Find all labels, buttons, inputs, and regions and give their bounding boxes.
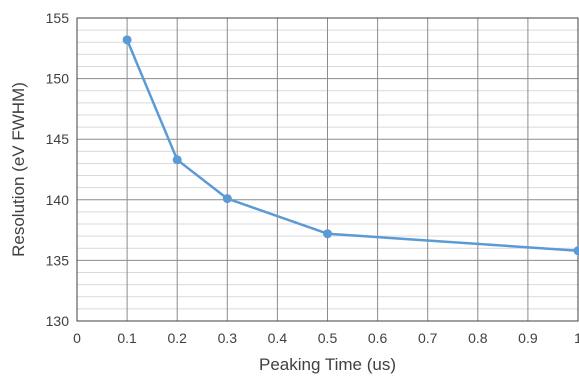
y-tick-label: 155 (46, 10, 70, 26)
x-tick-label: 0.4 (268, 330, 288, 346)
x-tick-label: 0.1 (117, 330, 137, 346)
series-line (127, 40, 578, 251)
x-tick-label: 0.9 (518, 330, 538, 346)
x-tick-label: 0.6 (368, 330, 388, 346)
x-tick-label: 0.5 (318, 330, 338, 346)
data-point (574, 246, 579, 255)
y-tick-label: 150 (46, 71, 70, 87)
y-axis-tick-labels: 130 135 140 145 150 155 (46, 10, 70, 329)
y-axis-title: Resolution (eV FWHM) (9, 82, 28, 257)
major-gridlines (77, 18, 578, 321)
y-tick-label: 135 (46, 252, 70, 268)
series-layer (123, 35, 579, 255)
x-axis-tick-labels: 0 0.1 0.2 0.3 0.4 0.5 0.6 0.7 0.8 0.9 1 (73, 330, 579, 346)
data-point (223, 194, 232, 203)
x-tick-label: 0 (73, 330, 81, 346)
x-tick-label: 0.2 (167, 330, 187, 346)
data-point (173, 155, 182, 164)
data-point (123, 35, 132, 44)
x-axis-title: Peaking Time (us) (259, 355, 396, 374)
y-tick-label: 130 (46, 313, 70, 329)
x-tick-label: 1 (574, 330, 579, 346)
y-tick-label: 140 (46, 192, 70, 208)
x-tick-label: 0.7 (418, 330, 438, 346)
data-point (323, 229, 332, 238)
x-tick-label: 0.8 (468, 330, 488, 346)
x-tick-label: 0.3 (218, 330, 238, 346)
y-tick-label: 145 (46, 131, 70, 147)
